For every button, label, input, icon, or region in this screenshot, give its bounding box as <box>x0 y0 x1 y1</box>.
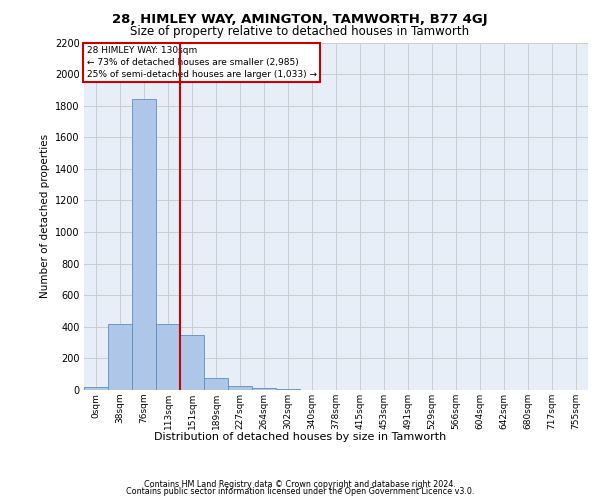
Bar <box>276 389 300 390</box>
Text: Contains HM Land Registry data © Crown copyright and database right 2024.: Contains HM Land Registry data © Crown c… <box>144 480 456 489</box>
Bar <box>252 388 276 390</box>
Text: Distribution of detached houses by size in Tamworth: Distribution of detached houses by size … <box>154 432 446 442</box>
Bar <box>204 378 228 390</box>
Text: 28, HIMLEY WAY, AMINGTON, TAMWORTH, B77 4GJ: 28, HIMLEY WAY, AMINGTON, TAMWORTH, B77 … <box>112 12 488 26</box>
Y-axis label: Number of detached properties: Number of detached properties <box>40 134 50 298</box>
Text: Contains public sector information licensed under the Open Government Licence v3: Contains public sector information licen… <box>126 488 474 496</box>
Bar <box>180 334 204 390</box>
Bar <box>156 324 180 390</box>
Bar <box>108 324 132 390</box>
Text: 28 HIMLEY WAY: 130sqm
← 73% of detached houses are smaller (2,985)
25% of semi-d: 28 HIMLEY WAY: 130sqm ← 73% of detached … <box>86 46 317 78</box>
Bar <box>228 386 252 390</box>
Text: Size of property relative to detached houses in Tamworth: Size of property relative to detached ho… <box>130 25 470 38</box>
Bar <box>84 387 108 390</box>
Bar <box>132 100 156 390</box>
